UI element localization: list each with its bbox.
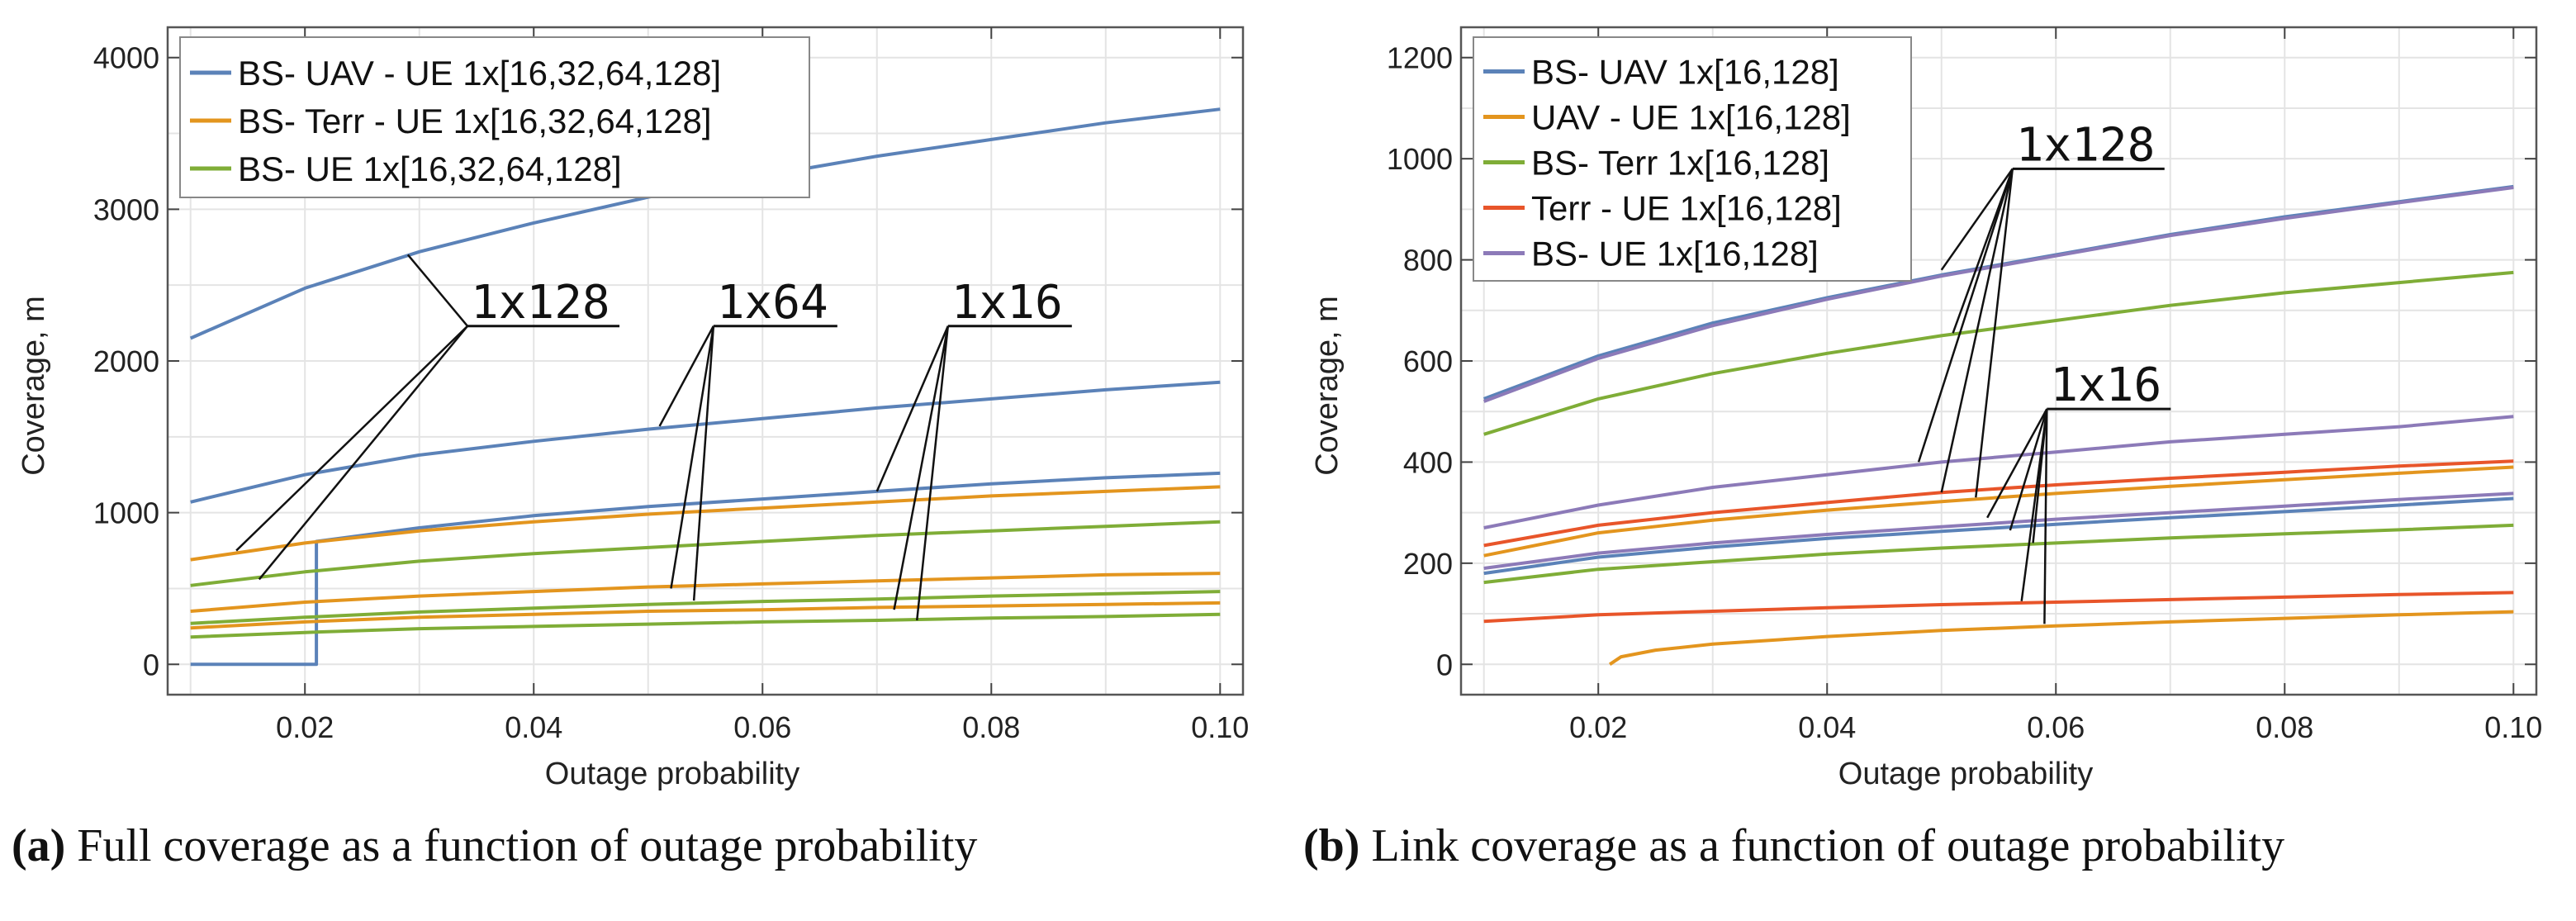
panel-b-annotation-leader — [2009, 408, 2048, 531]
caption-a: (a) Full coverage as a function of outag… — [12, 819, 977, 872]
panel-a-series-bs-uav-ue-1x16 — [190, 471, 1221, 667]
panel-b-y-tick-label: 0 — [1436, 648, 1453, 681]
panel-b-annotation-1x16: 1x16 — [2050, 358, 2161, 412]
panel-a-annotation-leader — [658, 325, 714, 427]
panel-a-annotation-1x64: 1x64 — [717, 276, 828, 330]
panel-b-y-tick-label: 1000 — [1387, 142, 1453, 176]
panel-b-annotation-leader — [1917, 169, 2014, 463]
panel-a-annotation-leader — [258, 325, 469, 581]
panel-a-x-tick-label: 0.10 — [1191, 710, 1249, 744]
panel-a-y-tick-label: 4000 — [93, 41, 159, 75]
caption-b-text: Link coverage as a function of outage pr… — [1371, 820, 2285, 871]
panel-b-annotation-leader — [2043, 409, 2048, 624]
panel-b-annotation-leader — [1940, 168, 2014, 271]
panel-a-annotation-leader — [692, 325, 715, 601]
panel-b-legend-label: BS- Terr 1x[16,128] — [1531, 144, 1829, 183]
panel-b-series-uav-ue-1x16 — [1608, 610, 2514, 666]
panel-a-x-tick-label: 0.04 — [505, 710, 562, 744]
panel-a-y-tick-label: 1000 — [93, 496, 159, 530]
panel-a-y-tick-label: 3000 — [93, 192, 159, 226]
panel-b-annotation-leader — [1952, 168, 2014, 334]
panel-a-annotation-leader — [916, 325, 950, 621]
panel-a-legend-label: BS- Terr - UE 1x[16,32,64,128] — [238, 102, 712, 140]
panel-a-series-bs-uav-ue-1x64 — [190, 380, 1221, 504]
caption-a-text: Full coverage as a function of outage pr… — [77, 820, 978, 871]
panel-a-annotation-leader — [875, 325, 949, 492]
panel-b-legend-label: Terr - UE 1x[16,128] — [1531, 189, 1842, 228]
panel-b-y-tick-label: 800 — [1403, 244, 1453, 278]
panel-b-series-terr-ue-1x16 — [1483, 591, 2514, 624]
panel-a-y-axis-label: Coverage, m — [17, 296, 51, 476]
panel-a-legend-label: BS- UAV - UE 1x[16,32,64,128] — [238, 54, 721, 93]
panel-b-annotation-leader — [2020, 408, 2048, 601]
panel-b-annotation-leader — [1975, 169, 2014, 498]
panel-b-series-bs-ue-1x16-lower- — [1483, 491, 2514, 570]
panel-a-annotation-1x128: 1x128 — [471, 276, 610, 330]
panel-b-chart: 0.02 0.04 0.06 0.08 0.10 0 200 400 600 800 1000 120… — [1310, 26, 2542, 791]
panel-a-annotation-leader — [406, 254, 469, 327]
panel-a-x-tick-label: 0.06 — [733, 710, 791, 744]
caption-b-letter: (b) — [1303, 820, 1360, 871]
panel-a-annotation-leader — [893, 325, 950, 610]
panel-b-x-tick-label: 0.02 — [1569, 710, 1627, 744]
panel-b-legend-label: BS- UAV 1x[16,128] — [1531, 53, 1839, 92]
panel-b-series-bs-uav-1x16 — [1483, 496, 2514, 576]
panel-a-series-bs-ue-1x16 — [190, 612, 1221, 639]
panel-a-series-bs-terr-ue-1x64 — [190, 572, 1221, 613]
panel-b-x-axis-label: Outage probability — [1838, 757, 2093, 791]
panel-b-x-tick-label: 0.04 — [1798, 710, 1856, 744]
panel-b-series-terr-ue-1x128 — [1483, 459, 2514, 548]
figure-canvas: 0.02 0.04 0.06 0.08 0.1001000200030004000Out… — [17, 26, 2542, 791]
panel-a-x-tick-label: 0.08 — [962, 710, 1020, 744]
panel-b-x-tick-label: 0.06 — [2027, 710, 2085, 744]
panel-b-x-tick-label: 0.08 — [2256, 710, 2313, 744]
panel-a-annotation-leader — [235, 325, 468, 552]
panel-b-y-tick-label: 600 — [1403, 344, 1453, 378]
panel-b-series-bs-terr-1x128 — [1483, 270, 2514, 436]
panel-a-series-bs-ue-1x64 — [190, 590, 1221, 625]
panel-b-annotation-leader — [1940, 169, 2014, 493]
panel-a-series-bs-terr-ue-1x16 — [190, 601, 1221, 630]
panel-a-series-bs-terr-ue-1x128 — [190, 485, 1221, 562]
panel-a-annotation-1x16: 1x16 — [951, 276, 1063, 330]
panel-a-legend-label: BS- UE 1x[16,32,64,128] — [238, 150, 622, 188]
panel-b-annotation-leader — [1986, 408, 2048, 519]
panel-b-x-tick-label: 0.10 — [2484, 710, 2542, 744]
panel-a-chart: 0.02 0.04 0.06 0.08 0.10 0 1000 2000 3000 4000 Out… — [17, 26, 1249, 791]
caption-a-letter: (a) — [12, 820, 66, 871]
panel-b-legend-box — [1473, 36, 1912, 282]
panel-b-y-tick-label: 400 — [1403, 445, 1453, 479]
panel-b-series-bs-ue-1x128 — [1483, 186, 2514, 403]
panel-a-x-axis-label: Outage probability — [545, 757, 799, 791]
panel-a-legend-box — [179, 36, 810, 198]
panel-a-x-tick-label: 0.02 — [276, 710, 334, 744]
caption-b: (b) Link coverage as a function of outag… — [1303, 819, 2284, 872]
panel-b-series-bs-terr-1x16 — [1483, 523, 2514, 585]
panel-b-y-tick-label: 200 — [1403, 547, 1453, 581]
panel-a-series-bs-ue-1x128 — [190, 520, 1221, 587]
panel-a-y-tick-label: 2000 — [93, 344, 159, 378]
panel-b-legend-label: UAV - UE 1x[16,128] — [1531, 98, 1851, 137]
panel-b-legend-label: BS- UE 1x[16,128] — [1531, 235, 1819, 273]
panel-a-annotation-leader — [670, 325, 715, 589]
panel-b-annotation-1x128: 1x128 — [2016, 118, 2156, 172]
panel-b-series-bs-ue-1x16 — [1483, 415, 2514, 529]
panel-b-y-tick-label: 1200 — [1387, 41, 1453, 75]
panel-b-y-axis-label: Coverage, m — [1310, 296, 1345, 476]
panel-a-y-tick-label: 0 — [143, 648, 159, 681]
